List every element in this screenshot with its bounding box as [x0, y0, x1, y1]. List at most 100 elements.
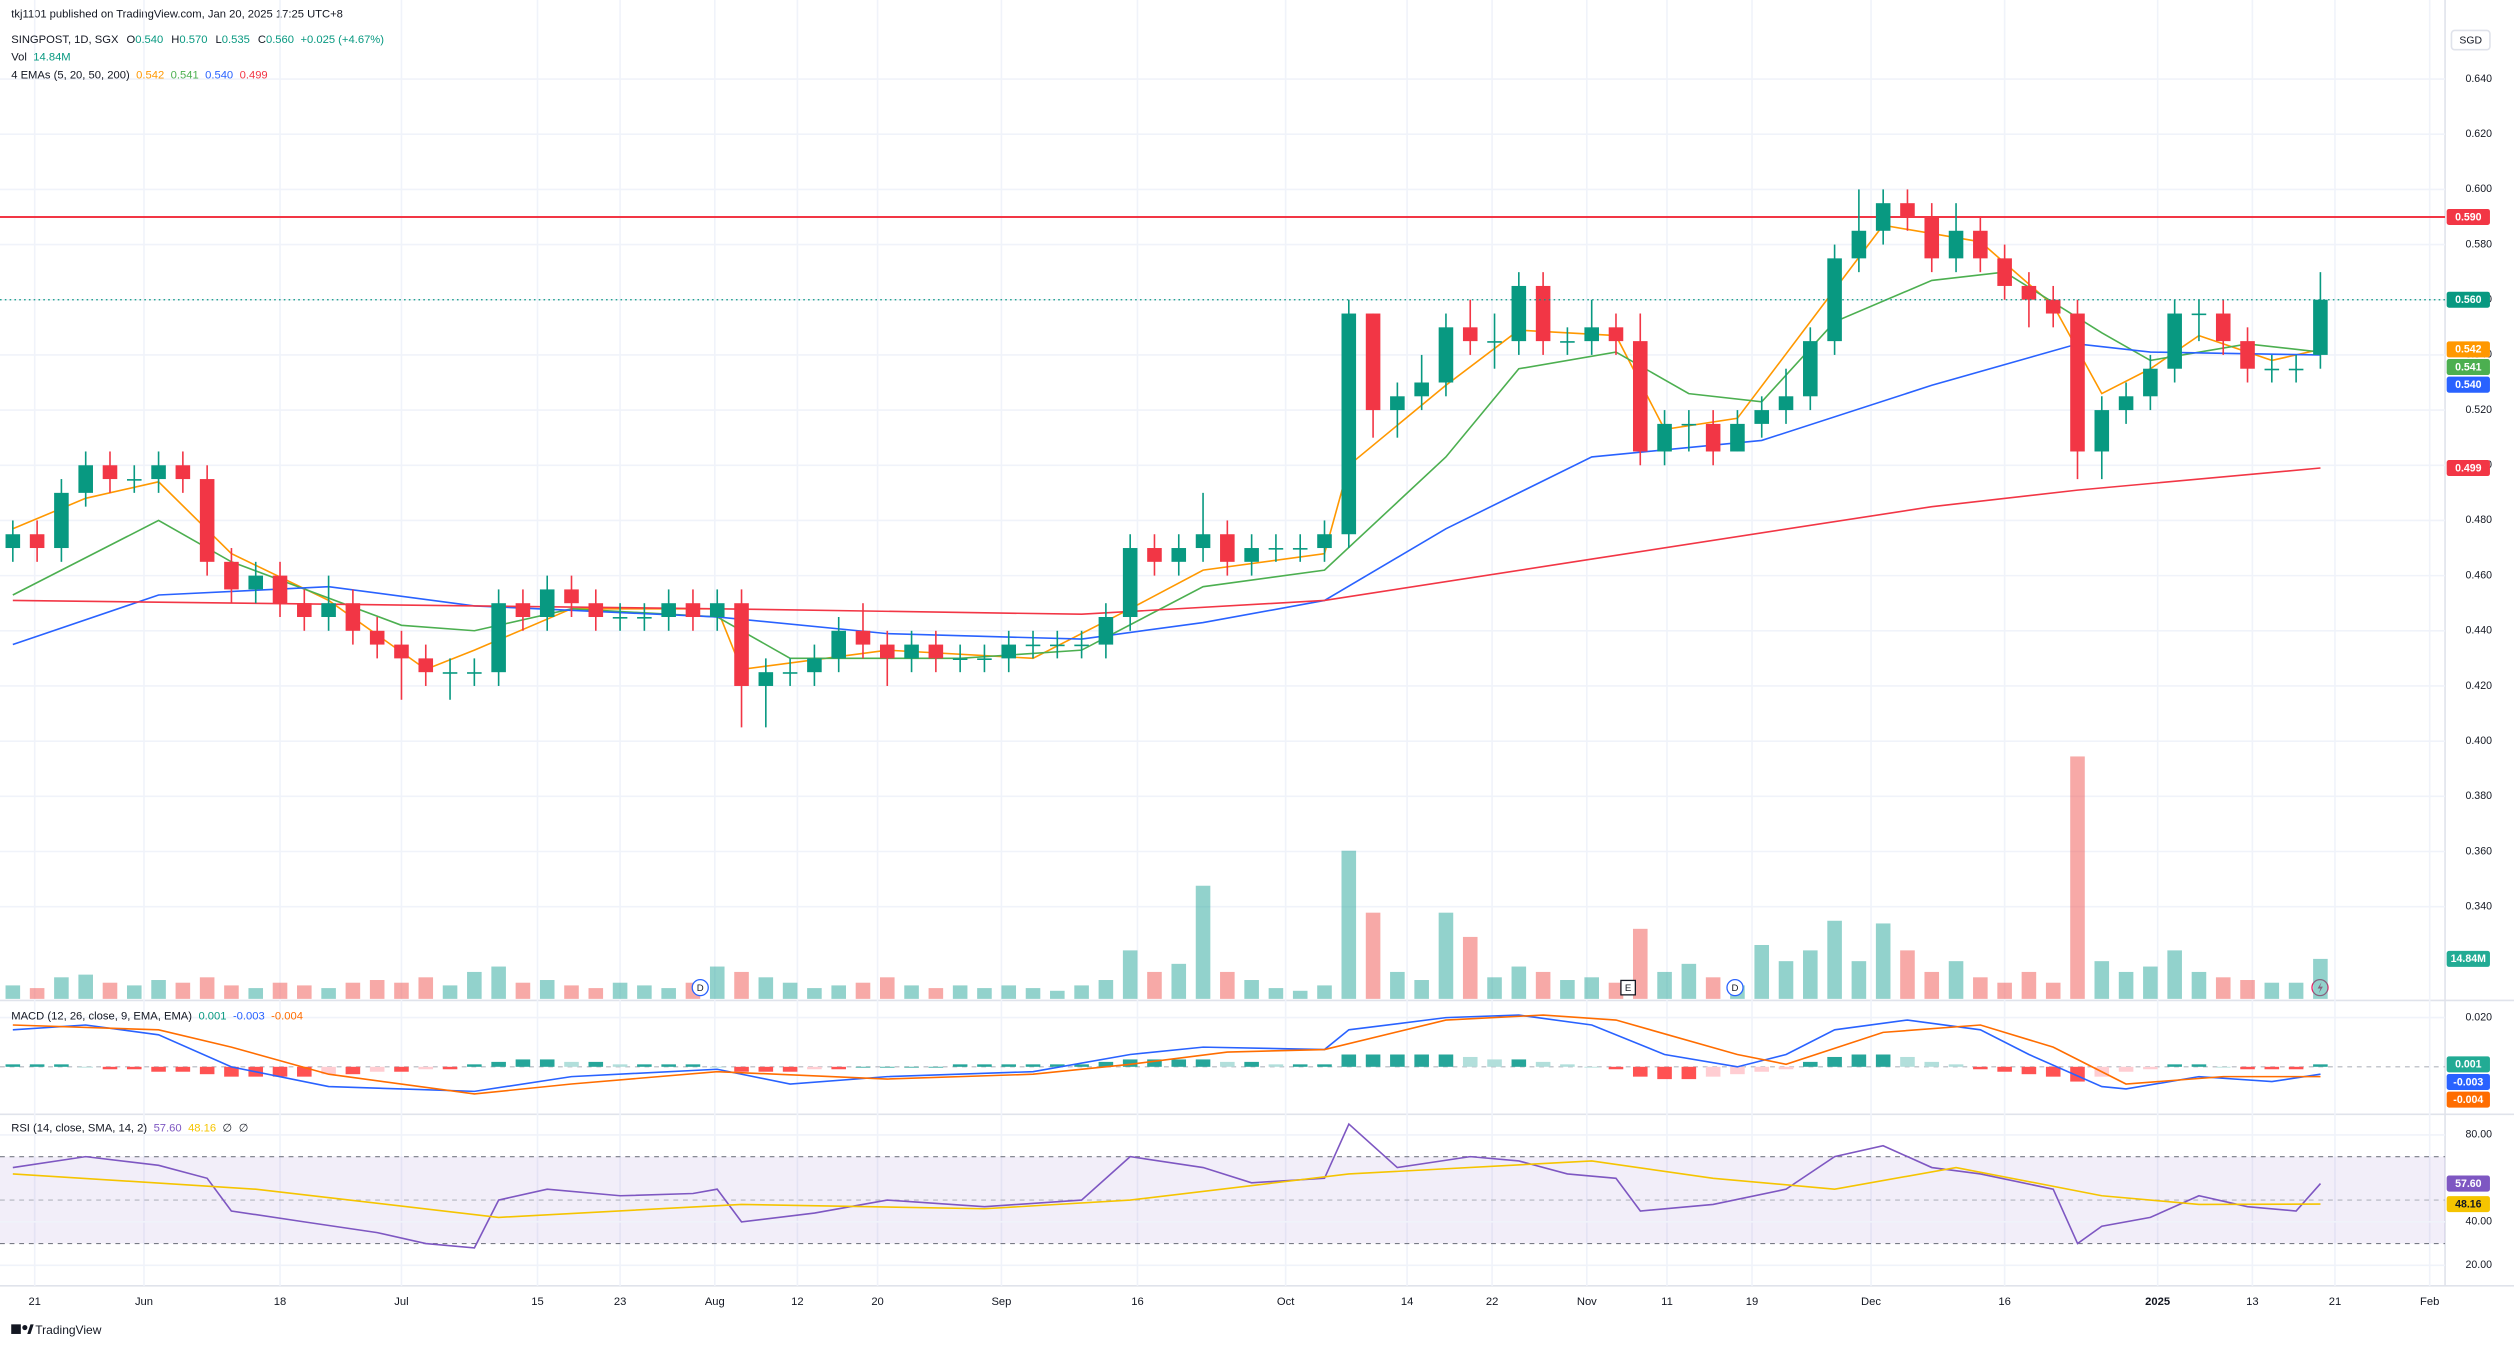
candle-body [612, 617, 628, 619]
candle-body [78, 465, 93, 493]
axis-value-box [2446, 460, 2490, 477]
candle-body [1414, 382, 1429, 397]
candle-body [515, 603, 531, 618]
macd-histogram-bar [2045, 1066, 2061, 1077]
volume-bar [1632, 928, 1648, 999]
axis-value-box [2446, 376, 2490, 393]
symbol-legend: SINGPOST, 1D, SGX O0.540 H0.570 L0.535 C0.56… [11, 34, 384, 46]
macd-histogram-bar [1705, 1066, 1721, 1077]
tradingview-logo: TradingView [11, 1323, 102, 1337]
candle-body [126, 479, 142, 481]
axis-value-label: 0.540 [2455, 379, 2482, 391]
macd-histogram-bar [1390, 1054, 1405, 1067]
y-tick-label: 0.400 [2465, 735, 2492, 747]
ema-legend-part: 4 EMAs (5, 20, 50, 200) [11, 69, 130, 81]
volume-bar [637, 985, 652, 999]
volume-bar [2240, 980, 2255, 999]
macd-histogram-bar [2313, 1064, 2328, 1067]
volume-bar [1195, 885, 1211, 999]
candle-body [1754, 410, 1770, 424]
volume-bar [1220, 971, 1235, 999]
event-label: E [1625, 983, 1631, 994]
axis-value-box [2446, 341, 2490, 358]
symbol-legend-part: 0.560 [266, 34, 294, 46]
volume-bar [1948, 961, 1964, 999]
macd-histogram-bar [2215, 1066, 2231, 1068]
volume-bar [758, 977, 774, 999]
macd-histogram-bar [685, 1064, 701, 1067]
candle-body [758, 672, 774, 686]
macd-legend-part: -0.004 [271, 1010, 303, 1022]
volume-bar [807, 988, 822, 999]
x-tick-label: Nov [1577, 1296, 1597, 1308]
rsi-legend: RSI (14, close, SMA, 14, 2) 57.60 48.16 ∅ ∅ [11, 1123, 248, 1135]
publisher: tkj1101 published on TradingView.com, Ja… [11, 8, 343, 20]
macd-histogram-bar [2288, 1066, 2304, 1070]
x-tick-label: Feb [2420, 1296, 2439, 1308]
volume-bar [1681, 963, 1697, 999]
x-tick-label: 14 [1401, 1296, 1413, 1308]
volume-bar [1171, 963, 1187, 999]
volume-bar [539, 980, 555, 999]
macd-histogram-bar [1462, 1056, 1478, 1067]
candle-body [2313, 299, 2328, 355]
macd-histogram-bar [1803, 1061, 1818, 1067]
symbol-legend-part: 0.535 [222, 34, 250, 46]
macd-histogram-bar [1535, 1061, 1551, 1067]
candle-body [1632, 341, 1648, 452]
axis-value-label: -0.003 [2453, 1076, 2483, 1088]
volume-bar [1341, 850, 1357, 999]
macd-histogram-bar [1341, 1054, 1357, 1067]
volume-bar [5, 985, 21, 999]
x-tick-label: Sep [991, 1296, 1011, 1308]
volume-bar [1390, 971, 1405, 999]
volume-bar [1317, 985, 1332, 999]
axis-value-box [2446, 950, 2490, 967]
volume-bar [345, 982, 361, 999]
macd-histogram-bar [1317, 1064, 1332, 1067]
volume-bar [928, 988, 944, 999]
candle-body [1827, 258, 1842, 342]
symbol-legend-part: O [126, 34, 135, 46]
candle-body [1147, 548, 1162, 562]
volume-bar [2191, 971, 2207, 999]
axis-value-label: 0.590 [2455, 211, 2482, 223]
macd-histogram-bar [515, 1059, 531, 1067]
candle-body [1948, 230, 1964, 259]
volume-bar [1438, 912, 1454, 999]
macd-histogram-bar [2143, 1066, 2158, 1070]
candle-body [5, 534, 21, 549]
volume-bar [1147, 971, 1162, 999]
macd-histogram-bar [782, 1066, 798, 1072]
macd-histogram-bar [1657, 1066, 1672, 1080]
candle-body [1050, 644, 1065, 647]
currency-box[interactable] [2450, 29, 2491, 51]
ema-legend-part: 0.542 [136, 69, 164, 81]
candle-body [564, 589, 579, 604]
axis-value-box [2446, 1091, 2490, 1108]
candle-body [321, 603, 336, 618]
ema-legend-part: 0.541 [171, 69, 199, 81]
macd-histogram-bar [2240, 1066, 2255, 1070]
volume-bar [1414, 980, 1429, 999]
candle-body [1851, 230, 1867, 259]
volume-bar [2118, 971, 2134, 999]
candle-body [1681, 423, 1697, 426]
rsi-legend-part: 48.16 [188, 1123, 216, 1135]
candle-body [1122, 548, 1138, 618]
macd-histogram-bar [1632, 1066, 1648, 1077]
volume-bar [418, 977, 434, 999]
volume-bar [54, 977, 69, 999]
symbol-legend-part: +0.025 (+4.67%) [300, 34, 384, 46]
axis-value-label: 14.84M [2451, 953, 2486, 965]
volume-bar [831, 985, 846, 999]
candle-body [2191, 313, 2207, 316]
macd-histogram-bar [1438, 1054, 1454, 1067]
macd-histogram-bar [54, 1064, 69, 1067]
y-tick-label: 40.00 [2465, 1216, 2492, 1228]
volume-bar [1997, 982, 2012, 999]
volume-bar [151, 980, 166, 999]
candle-body [1365, 313, 1381, 411]
candle-body [54, 492, 69, 549]
